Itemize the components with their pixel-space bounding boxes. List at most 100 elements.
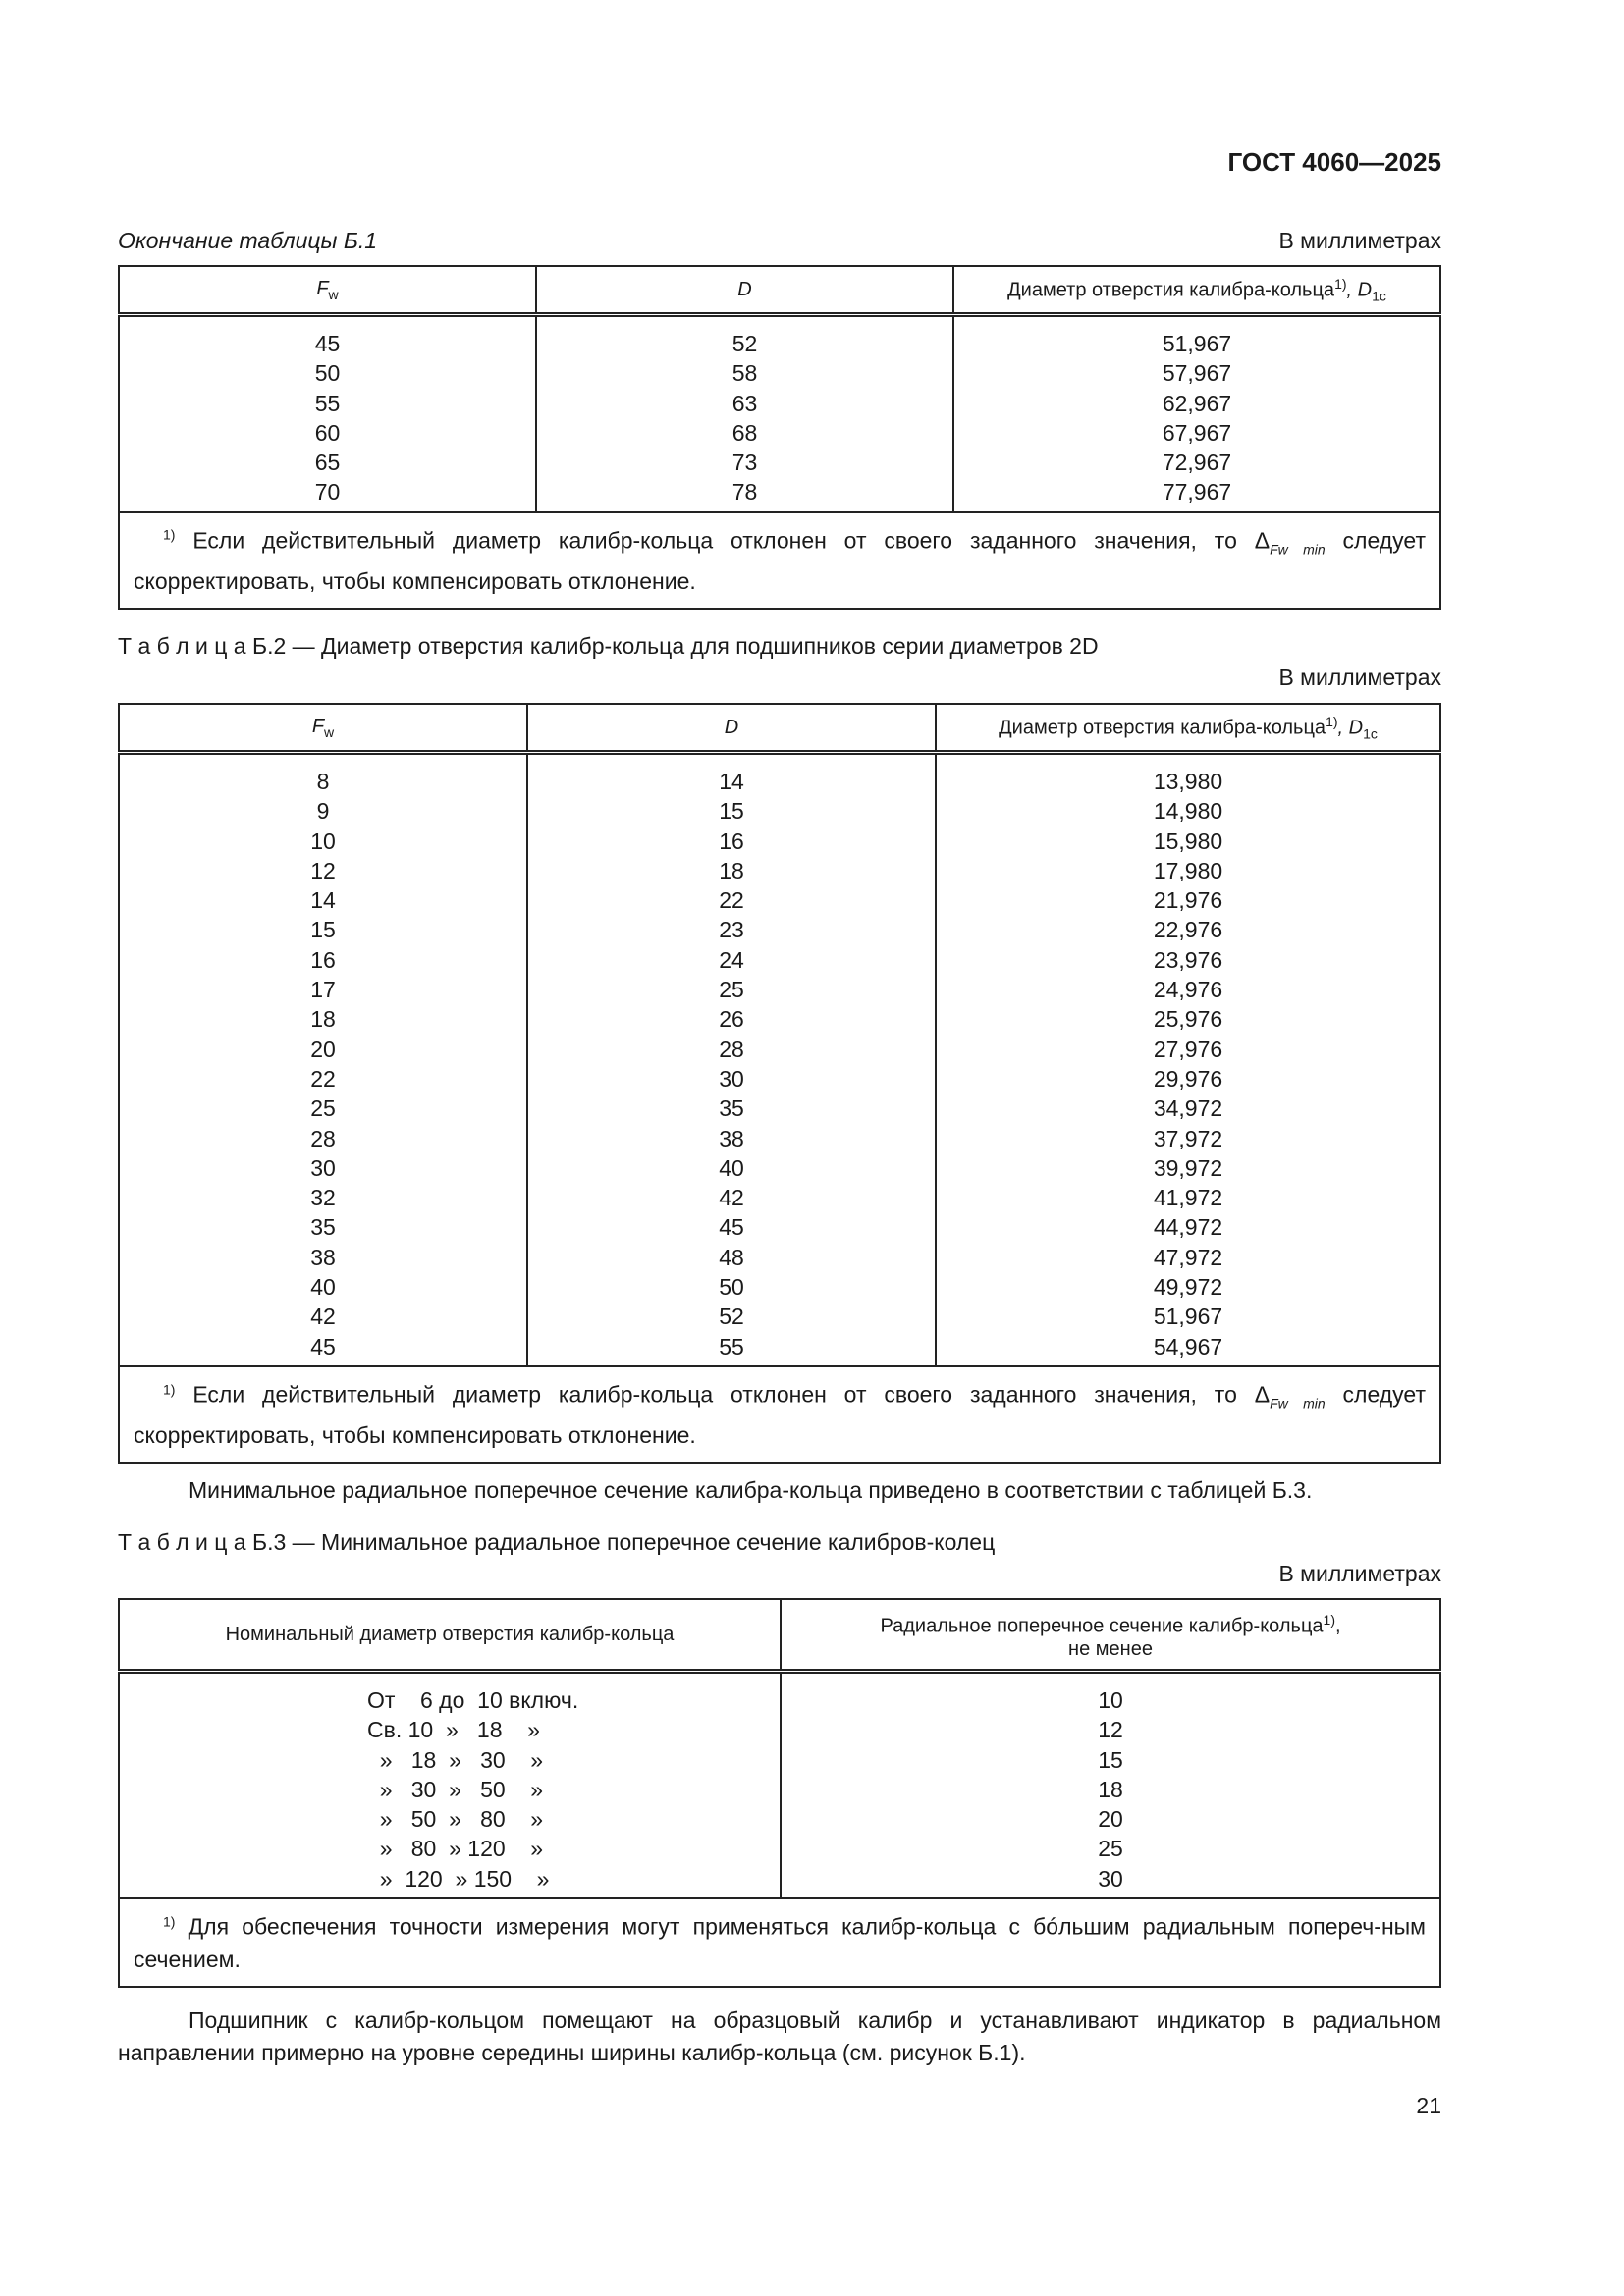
table-cell: 45 [719,1214,744,1241]
table-cell: 52 [731,331,758,356]
table-cell: 15,980 [1153,828,1223,854]
table-cell: 41,972 [1153,1185,1223,1211]
table-cell: 60 [314,419,341,446]
table3-caption: Т а б л и ц а Б.3 — Минимальное радиальн… [118,1529,996,1555]
table-cell: 51,967 [1153,1304,1223,1330]
header-nominal-diameter: Номинальный диаметр отверстия калибр-кол… [118,1598,782,1674]
header-radial-section: Радиальное поперечное сечение калибр-кол… [780,1598,1441,1674]
table-cell: 55 [719,1333,744,1360]
table-cell: 25 [719,977,744,1003]
table-cell: 34,972 [1153,1095,1223,1122]
table-cell: 40 [310,1274,336,1301]
table-cell: 45 [310,1333,336,1360]
table-cell: 54,967 [1153,1333,1223,1360]
table-cell: 49,972 [1153,1274,1223,1301]
table-cell: 12 [310,857,336,883]
table-cell: 22 [310,1065,336,1092]
table-cell: 72,967 [1162,450,1232,476]
table-cell: 15 [310,917,336,943]
document-id: ГОСТ 4060—2025 [1227,147,1441,177]
header-d: D [535,265,954,317]
table-cell: 77,967 [1162,479,1232,506]
table-cell: 25 [1098,1836,1123,1862]
table-cell: 29,976 [1153,1065,1223,1092]
table-cell: 45 [314,331,341,356]
table-cell: 30 [1098,1865,1123,1892]
table-cell: 28 [310,1125,336,1151]
header-d1c: Диаметр отверстия калибра-кольца1), D1c [935,703,1441,755]
table-cell: 8 [316,769,330,794]
table-cell: 22 [719,887,744,914]
table-cell: 40 [719,1154,744,1181]
table-cell: 39,972 [1153,1154,1223,1181]
table1-footnote: 1) Если действительный диаметр калибр-ко… [119,510,1440,610]
header-fw: Fw [118,265,537,317]
table-cell: 62,967 [1162,390,1232,416]
header-d1c: Диаметр отверстия калибра-кольца1), D1c [952,265,1441,317]
table-cell: 63 [731,390,758,416]
table-cell: 14 [310,887,336,914]
table-cell: 18 [1098,1776,1123,1802]
table-cell: » 80 » 120 » [367,1836,544,1862]
table3-unit: В миллиметрах [1278,1561,1441,1586]
table-cell: 14 [719,769,744,794]
table-cell: 28 [719,1036,744,1062]
col-d1c: 13,980 14,980 15,980 17,980 21,976 22,976 23,9… [935,752,1441,1366]
table-cell: 13,980 [1153,769,1223,794]
table-cell: 38 [719,1125,744,1151]
table-cell: 16 [719,828,744,854]
table-cell: 65 [314,450,341,476]
table-cell: 27,976 [1153,1036,1223,1062]
col-d1c: 51,967 57,967 62,967 67,967 72,967 77,967 [952,314,1441,512]
col-d: 52 58 63 68 73 78 [535,314,954,512]
table-cell: 48 [719,1244,744,1270]
table-cell: 17,980 [1153,857,1223,883]
paragraph: Подшипник с калибр-кольцом помещают на о… [118,2007,1441,2065]
table-cell: 10 [1098,1687,1123,1713]
table-cell: 50 [314,360,341,387]
page-number: 21 [1416,2093,1441,2118]
table-cell: 21,976 [1153,887,1223,914]
table2-footnote: 1) Если действительный диаметр калибр-ко… [119,1364,1440,1464]
col-fw: 45 50 55 60 65 70 [118,314,537,512]
table-cell: 58 [731,360,758,387]
table-cell: Св. 10 » 18 » [367,1717,540,1743]
table1: Fw D Диаметр отверстия калибра-кольца1),… [118,265,1441,611]
table-cell: 22,976 [1153,917,1223,943]
table-cell: 37,972 [1153,1125,1223,1151]
table-cell: 10 [310,828,336,854]
table-cell: 32 [310,1185,336,1211]
table-cell: 14,980 [1153,798,1223,825]
col-d: 14 15 16 18 22 23 24 25 26 28 30 35 38 40 42 45 48 50 52 55 [526,752,937,1366]
table-cell: 24,976 [1153,977,1223,1003]
table2: Fw D Диаметр отверстия калибра-кольца1),… [118,703,1441,1465]
table-cell: 57,967 [1162,360,1232,387]
table-cell: 23,976 [1153,946,1223,973]
table-cell: 15 [1098,1746,1123,1773]
col-nominal-diameter: От 6 до 10 включ. Св. 10 » 18 » » 18 » 30… [118,1671,782,1899]
table-cell: 35 [310,1214,336,1241]
table-cell: 17 [310,977,336,1003]
header-fw: Fw [118,703,528,755]
table-cell: 35 [719,1095,744,1122]
table-cell: 15 [719,798,744,825]
table2-caption: Т а б л и ц а Б.2 — Диаметр отверстия ка… [118,633,1099,659]
table3: Номинальный диаметр отверстия калибр-кол… [118,1598,1441,1988]
table-cell: » 120 » 150 » [367,1865,550,1892]
table-cell: 30 [719,1065,744,1092]
table-cell: 26 [719,1006,744,1033]
table-cell: 16 [310,946,336,973]
table-cell: 51,967 [1162,331,1232,356]
table-cell: 18 [719,857,744,883]
table-cell: 55 [314,390,341,416]
table-cell: 44,972 [1153,1214,1223,1241]
table-cell: 42 [719,1185,744,1211]
table-cell: 9 [316,798,330,825]
table-cell: » 30 » 50 » [367,1776,544,1802]
table-cell: 67,967 [1162,419,1232,446]
table-cell: 30 [310,1154,336,1181]
table-cell: 23 [719,917,744,943]
table-cell: 12 [1098,1717,1123,1743]
table-cell: 70 [314,479,341,506]
table-cell: 73 [731,450,758,476]
